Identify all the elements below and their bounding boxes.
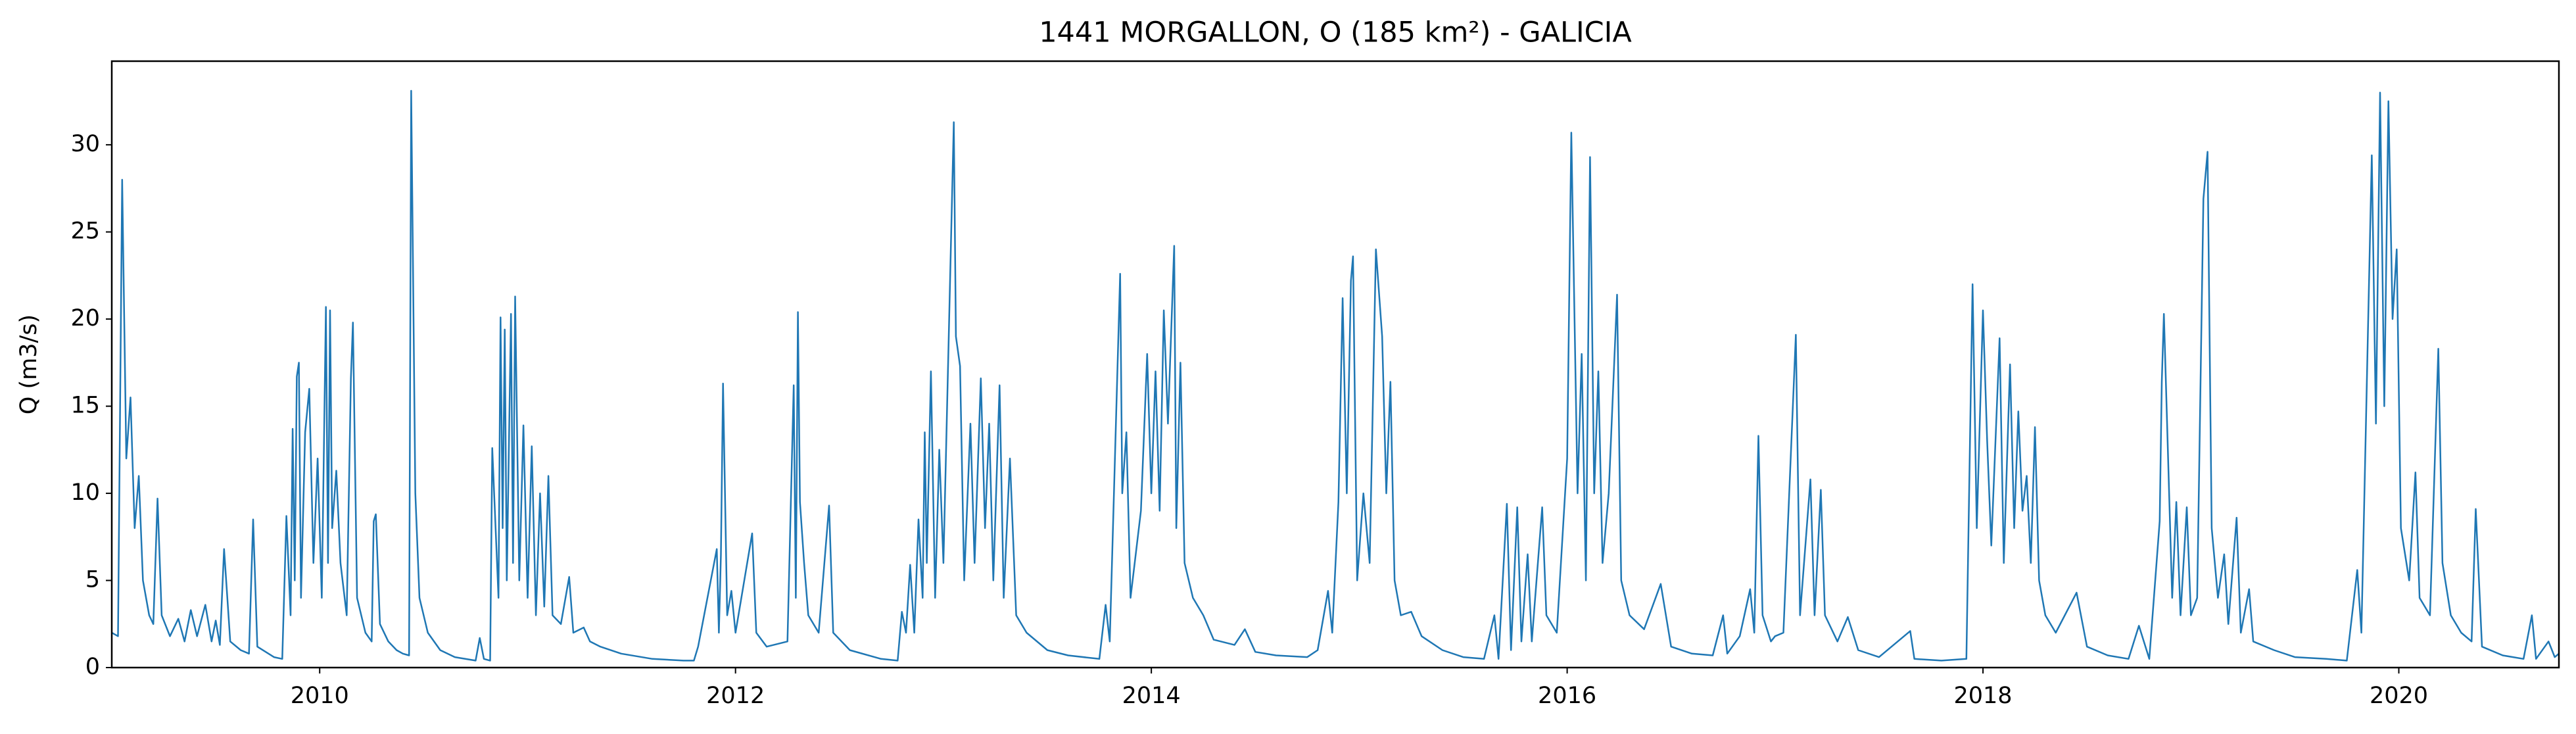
x-tick-label: 2010	[291, 683, 349, 709]
y-tick-label: 15	[70, 393, 100, 419]
chart-title: 1441 MORGALLON, O (185 km²) - GALICIA	[1039, 16, 1632, 49]
x-tick-label: 2016	[1538, 683, 1596, 709]
y-tick-label: 10	[70, 479, 100, 506]
x-tick-label: 2020	[2370, 683, 2428, 709]
y-tick-label: 20	[70, 305, 100, 331]
data-line	[112, 89, 2559, 662]
y-tick-label: 5	[85, 567, 100, 593]
y-tick-label: 0	[85, 654, 100, 680]
x-tick-label: 2012	[706, 683, 765, 709]
y-tick-label: 30	[70, 131, 100, 157]
x-tick-label: 2014	[1122, 683, 1181, 709]
y-axis-label: Q (m3/s)	[16, 314, 42, 414]
x-tick-label: 2018	[1954, 683, 2013, 709]
axes-frame	[110, 60, 2560, 669]
y-tick-label: 25	[70, 218, 100, 245]
plot-area: 0 5 10 15 20 25 30 2010 2012 2014 2016 2018 2020	[70, 89, 2559, 709]
